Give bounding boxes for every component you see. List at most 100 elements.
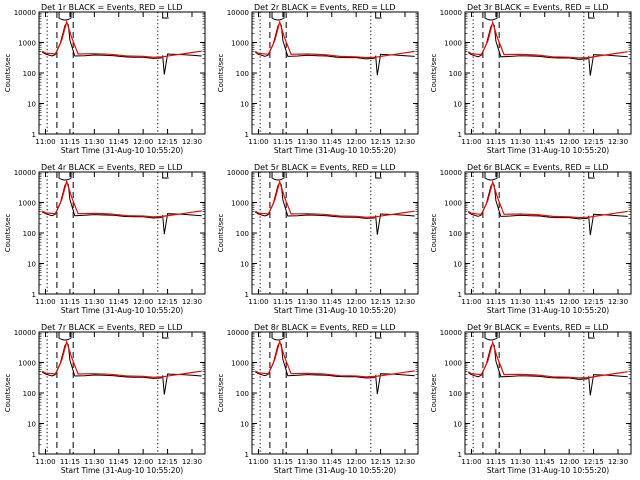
x-tick-label: 12:15 xyxy=(370,458,390,466)
x-tick-label: 11:15 xyxy=(486,458,506,466)
chart-title: Det 8r BLACK = Events, RED = LLD xyxy=(254,323,396,332)
chart-panel-2: Det 2r BLACK = Events, RED = LLD 1 10 100 10… xyxy=(217,3,419,155)
x-tick-label: 11:00 xyxy=(35,298,55,306)
y-tick-label: 10 xyxy=(240,261,249,269)
chart-panel-7: Det 7r BLACK = Events, RED = LLD 1 10 100 10… xyxy=(4,323,206,475)
y-axis-label: Counts/sec xyxy=(217,214,225,253)
chart-panel-6: Det 6r BLACK = Events, RED = LLD 1 10 100 10… xyxy=(430,163,632,315)
top-corner-marker xyxy=(588,12,595,19)
x-tick-label: 12:00 xyxy=(559,138,579,146)
y-tick-label: 10 xyxy=(240,101,249,109)
chart-title: Det 2r BLACK = Events, RED = LLD xyxy=(254,3,396,12)
x-tick-label: 11:30 xyxy=(84,458,104,466)
x-tick-label: 11:00 xyxy=(461,138,481,146)
y-tick-label: 10000 xyxy=(227,169,249,177)
series-events-line xyxy=(42,181,202,235)
y-tick-label: 10 xyxy=(240,421,249,429)
y-tick-label: 1000 xyxy=(231,200,249,208)
y-tick-label: 1000 xyxy=(231,40,249,48)
top-corner-marker xyxy=(162,172,169,179)
x-tick-label: 11:45 xyxy=(109,298,129,306)
y-axis-label: Counts/sec xyxy=(430,374,438,413)
y-tick-label: 1 xyxy=(458,131,462,139)
y-tick-label: 100 xyxy=(236,390,249,398)
top-corner-marker xyxy=(375,332,382,339)
y-tick-label: 10 xyxy=(27,261,36,269)
y-axis-label: Counts/sec xyxy=(430,214,438,253)
x-tick-label: 11:30 xyxy=(84,298,104,306)
series-lld-line xyxy=(254,339,415,378)
top-corner-marker xyxy=(162,12,169,19)
top-event-marker xyxy=(58,172,72,181)
y-tick-label: 1000 xyxy=(444,360,462,368)
x-axis-label: Start Time (31-Aug-10 10:55:20) xyxy=(274,306,396,315)
x-tick-label: 12:30 xyxy=(608,298,628,306)
x-tick-label: 11:15 xyxy=(273,298,293,306)
x-tick-label: 11:45 xyxy=(322,138,342,146)
series-events-line xyxy=(468,22,628,76)
x-axis-label: Start Time (31-Aug-10 10:55:20) xyxy=(61,306,183,315)
y-tick-label: 100 xyxy=(23,230,36,238)
x-tick-label: 12:00 xyxy=(346,298,366,306)
chart-title: Det 1r BLACK = Events, RED = LLD xyxy=(41,3,183,12)
top-event-marker xyxy=(271,332,285,341)
x-tick-label: 11:15 xyxy=(60,138,80,146)
series-lld-line xyxy=(467,20,628,59)
x-tick-label: 11:15 xyxy=(486,298,506,306)
top-event-marker xyxy=(58,332,72,341)
x-tick-label: 11:30 xyxy=(297,458,317,466)
top-corner-marker xyxy=(588,332,595,339)
series-events-line xyxy=(468,342,628,396)
top-corner-marker xyxy=(375,172,382,179)
y-tick-label: 10000 xyxy=(14,169,36,177)
x-tick-label: 11:30 xyxy=(297,298,317,306)
x-tick-label: 12:15 xyxy=(583,138,603,146)
x-axis-label: Start Time (31-Aug-10 10:55:20) xyxy=(487,306,609,315)
chart-panel-5: Det 5r BLACK = Events, RED = LLD 1 10 100 10… xyxy=(217,163,419,315)
x-tick-label: 12:00 xyxy=(559,458,579,466)
top-event-marker xyxy=(484,332,498,341)
x-tick-label: 11:45 xyxy=(322,298,342,306)
x-tick-label: 11:30 xyxy=(510,298,530,306)
series-events-line xyxy=(42,22,202,75)
x-tick-label: 12:00 xyxy=(346,458,366,466)
x-tick-label: 11:15 xyxy=(486,138,506,146)
top-event-marker xyxy=(58,12,72,21)
series-events-line xyxy=(255,182,415,235)
top-event-marker xyxy=(484,172,498,181)
y-tick-label: 10000 xyxy=(440,169,462,177)
series-lld-line xyxy=(467,340,628,379)
series-events-line xyxy=(255,22,415,76)
x-axis-label: Start Time (31-Aug-10 10:55:20) xyxy=(274,466,396,475)
x-axis-label: Start Time (31-Aug-10 10:55:20) xyxy=(61,466,183,475)
x-tick-label: 12:30 xyxy=(395,138,415,146)
y-tick-label: 1 xyxy=(32,451,36,459)
series-lld-line xyxy=(41,179,202,218)
series-lld-line xyxy=(254,19,415,59)
y-tick-label: 100 xyxy=(23,70,36,78)
x-tick-label: 11:00 xyxy=(248,298,268,306)
y-tick-label: 10 xyxy=(453,101,462,109)
chart-panel-1: Det 1r BLACK = Events, RED = LLD 1 10 100 10… xyxy=(4,3,206,155)
x-tick-label: 12:30 xyxy=(395,458,415,466)
series-lld-line xyxy=(467,179,628,219)
series-events-line xyxy=(255,341,415,395)
top-event-marker xyxy=(271,12,285,21)
chart-title: Det 6r BLACK = Events, RED = LLD xyxy=(467,163,609,172)
x-tick-label: 12:30 xyxy=(395,298,415,306)
x-tick-label: 11:30 xyxy=(510,138,530,146)
y-tick-label: 100 xyxy=(23,390,36,398)
x-tick-label: 11:15 xyxy=(273,458,293,466)
x-tick-label: 12:30 xyxy=(608,138,628,146)
chart-title: Det 5r BLACK = Events, RED = LLD xyxy=(254,163,396,172)
chart-title: Det 7r BLACK = Events, RED = LLD xyxy=(41,323,183,332)
series-lld-line xyxy=(41,339,202,378)
y-tick-label: 1 xyxy=(32,291,36,299)
x-tick-label: 12:15 xyxy=(370,298,390,306)
y-tick-label: 1000 xyxy=(18,40,36,48)
x-tick-label: 12:00 xyxy=(133,138,153,146)
y-tick-label: 100 xyxy=(449,230,462,238)
x-tick-label: 12:15 xyxy=(583,458,603,466)
y-tick-label: 1 xyxy=(245,131,249,139)
x-tick-label: 12:00 xyxy=(133,458,153,466)
